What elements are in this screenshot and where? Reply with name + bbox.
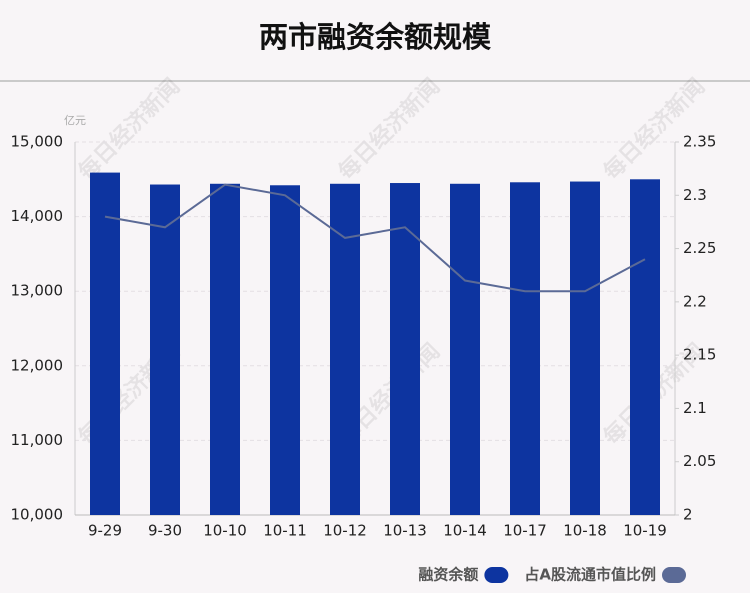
bar [210,183,240,515]
legend-swatch [662,567,686,583]
x-tick-label: 10-14 [443,522,487,540]
x-tick-label: 10-11 [263,522,307,540]
watermark: 每日经济新闻 [333,73,445,185]
y-tick-label: 15,000 [11,133,64,151]
x-tick-label: 10-10 [203,522,247,540]
x-tick-label: 10-17 [503,522,547,540]
y2-tick-label: 2.35 [683,133,716,151]
legend-label: 融资余额 [418,566,478,584]
y2-tick-label: 2.2 [683,292,707,310]
line [104,183,646,293]
y-tick-label: 13,000 [11,282,64,300]
bar [510,182,540,515]
y-tick-label: 11,000 [11,431,64,449]
bar [270,185,300,515]
bar [570,181,600,515]
y2-tick-label: 2.25 [683,239,716,257]
y-tick-label: 10,000 [11,506,64,524]
bar [390,183,420,515]
x-tick-label: 10-18 [563,522,607,540]
legend-swatch [484,567,509,583]
bar [90,172,120,515]
y2-tick-label: 2.05 [683,452,716,470]
legend-label: 占A股流通市值比例 [524,566,656,584]
x-tick-label: 10-12 [323,522,367,540]
y-tick-label: 12,000 [11,356,64,374]
chart-title: 两市融资余额规模 [259,20,492,54]
y2-tick-label: 2.3 [683,186,707,204]
x-tick-label: 10-19 [623,522,667,540]
x-tick-label: 9-29 [88,522,122,540]
y2-tick-label: 2 [683,506,693,524]
x-tick-label: 10-13 [383,522,427,540]
y2-tick-label: 2.1 [683,399,707,417]
y2-tick-label: 2.15 [683,346,716,364]
y-tick-label: 14,000 [11,207,64,225]
y-unit: 亿元 [64,114,86,127]
bar [450,183,480,515]
bar [150,184,180,515]
bar [630,179,660,516]
bar [330,183,360,515]
watermark: 每日经济新闻 [598,73,710,185]
watermark: 每日经济新闻 [73,73,185,185]
x-tick-label: 9-30 [148,522,182,540]
